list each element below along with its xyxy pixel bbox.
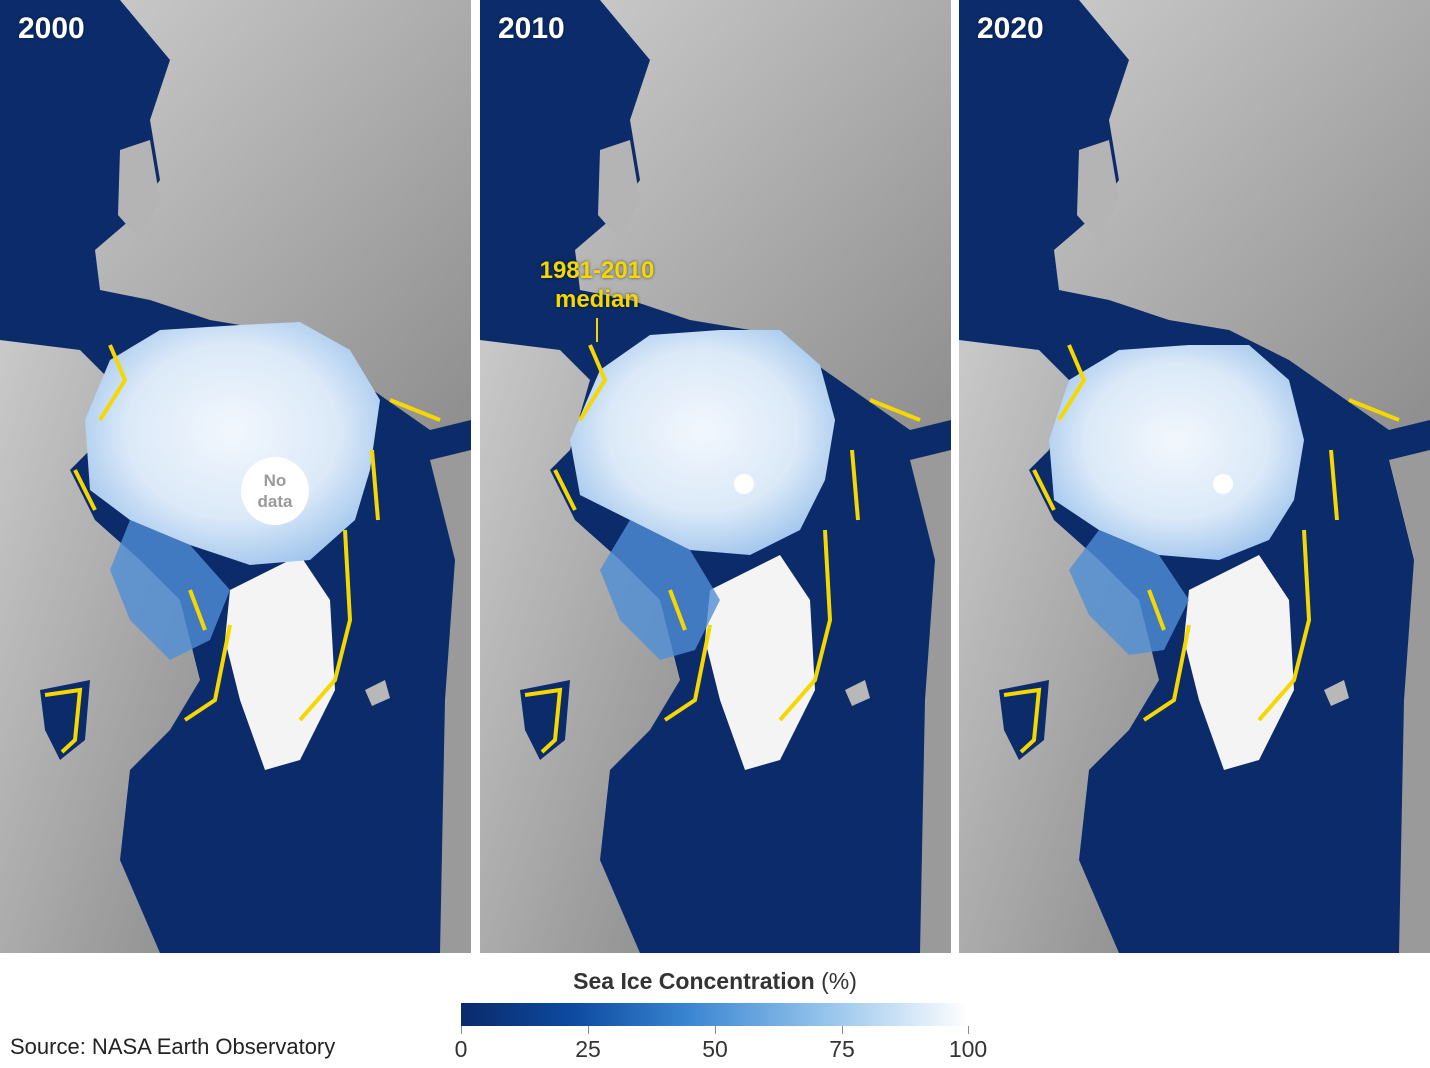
sea-ice-fringe: [1069, 530, 1189, 655]
arctic-map-2000: [0, 0, 471, 953]
sea-ice-fringe: [110, 520, 230, 660]
median-annotation-pointer: [596, 318, 598, 342]
sea-ice-extent: [570, 330, 835, 555]
map-panel-2010: 2010: [480, 0, 951, 953]
legend-tick-label: 75: [829, 1036, 855, 1062]
legend-tick-label: 100: [948, 1036, 988, 1062]
legend-title-main: Sea Ice Concentration: [573, 968, 815, 994]
median-ice-edge-hudson: [1003, 687, 1042, 754]
median-ice-edge: [1032, 344, 1400, 722]
legend-tick: [461, 1026, 462, 1034]
sea-ice-fringe: [600, 520, 720, 660]
median-annotation-line-2: median: [554, 286, 640, 313]
legend-tick: [715, 1026, 716, 1034]
median-ice-edge-hudson: [524, 687, 563, 754]
panel-year-label: 2010: [498, 12, 565, 45]
arctic-map-2010: [480, 0, 951, 953]
legend-tick-label: 50: [702, 1036, 728, 1062]
legend-title: Sea Ice Concentration (%): [460, 968, 970, 995]
median-ice-edge: [73, 344, 441, 722]
legend-color-bar: [461, 1003, 969, 1026]
legend-tick: [588, 1026, 589, 1034]
no-data-line-2: data: [257, 492, 293, 511]
no-data-marker: No data: [241, 457, 309, 525]
legend-tick: [968, 1026, 969, 1034]
source-credit: Source: NASA Earth Observatory: [10, 1034, 336, 1059]
pole-hole-marker: [1213, 474, 1233, 494]
median-ice-edge-hudson: [44, 687, 83, 754]
map-panel-2000: 2000 No data: [0, 0, 471, 953]
panel-year-label: 2000: [18, 12, 85, 45]
no-data-line-1: No: [263, 471, 287, 490]
map-panel-2020: 2020: [959, 0, 1430, 953]
median-annotation: 1981-2010 median: [522, 256, 672, 314]
panel-year-label: 2020: [977, 12, 1044, 45]
legend-tick-label: 25: [575, 1036, 601, 1062]
arctic-map-2020: [959, 0, 1430, 953]
legend-title-unit: (%): [821, 968, 857, 994]
sea-ice-extent: [1049, 345, 1304, 560]
pole-hole-marker: [734, 474, 754, 494]
median-annotation-line-1: 1981-2010: [539, 257, 655, 284]
legend-tick: [842, 1026, 843, 1034]
legend-tick-label: 0: [454, 1036, 468, 1062]
median-ice-edge: [553, 344, 921, 722]
